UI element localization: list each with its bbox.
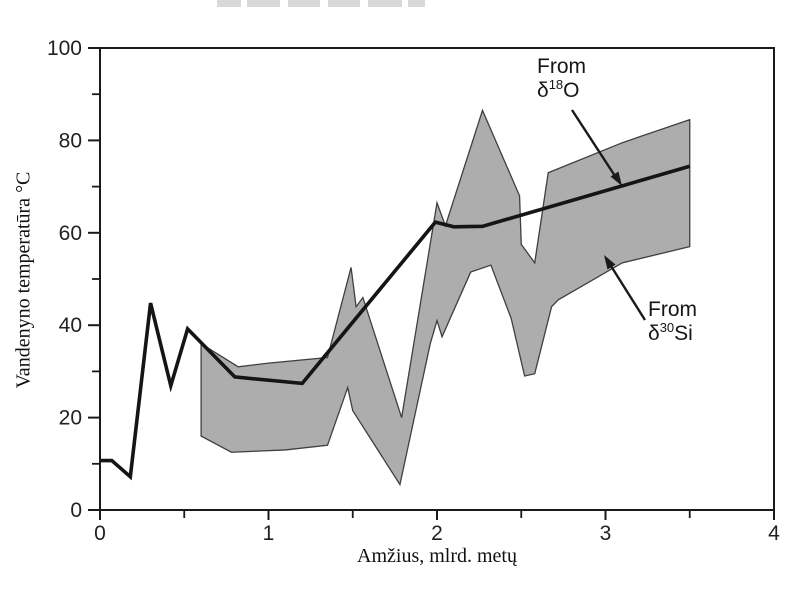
annotation-from-o18-line1: From [537,55,586,78]
y-tick-label: 40 [59,314,82,337]
band-si30 [200,108,691,487]
x-tick-label: 0 [94,522,106,545]
y-tick-label: 20 [59,407,82,430]
arrow-to-o18-line [570,109,622,186]
y-axis-label: Vandenyno temperatūra °C [12,171,35,389]
y-tick-label: 100 [47,37,82,60]
cropped-text-fragment [368,0,402,7]
x-axis-label: Amžius, mlrd. metų [357,545,517,567]
y-tick-label: 0 [70,499,82,522]
annotation-from-si30: From δ30Si [648,298,697,346]
y-tick-label: 60 [59,222,82,245]
annotation-from-o18-line2: δ18O [537,77,580,102]
line-o18 [100,164,691,481]
annotation-from-o18: From δ18O [537,55,586,103]
x-tick-label: 4 [768,522,780,545]
x-tick-label: 2 [431,522,443,545]
cropped-text-fragment [328,0,360,7]
cropped-text-fragment [288,0,320,7]
cropped-text-fragment [408,0,425,7]
annotation-from-si30-line1: From [648,298,697,321]
x-tick-label: 3 [600,522,612,545]
x-tick-label: 1 [263,522,275,545]
cropped-text-fragment [217,0,241,7]
cropped-text-fragment [247,0,280,7]
y-tick-label: 80 [59,129,82,152]
annotation-from-si30-line2: δ30Si [648,320,693,345]
arrow-to-si30-band [604,255,647,321]
